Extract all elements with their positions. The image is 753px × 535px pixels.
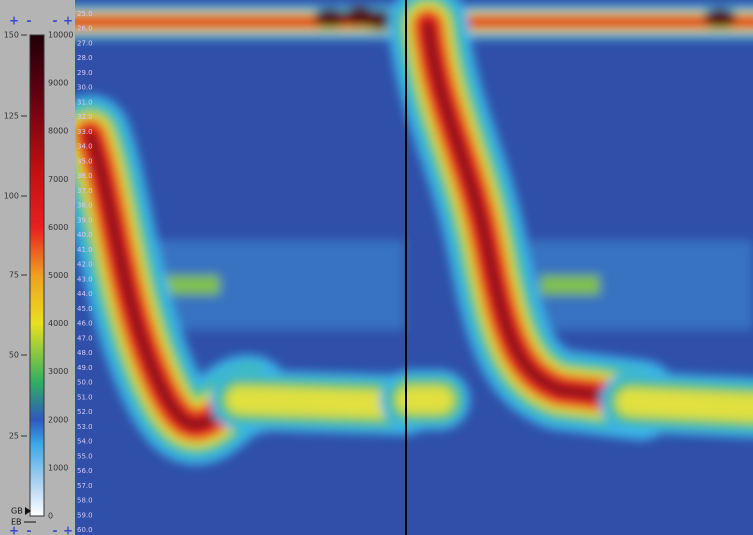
faint-band xyxy=(540,275,600,295)
sensor-label: 30.0 xyxy=(77,84,93,92)
color-tick-label: 7000 xyxy=(48,175,68,184)
sensor-label: 57.0 xyxy=(77,482,93,490)
sensor-label: 40.0 xyxy=(77,231,93,239)
zoom-control[interactable]: - xyxy=(27,524,32,535)
pressure-tick-label: 100 xyxy=(4,192,19,201)
sensor-label: 25.0 xyxy=(77,10,93,18)
sensor-label: 29.0 xyxy=(77,69,93,77)
color-tick-label: 1000 xyxy=(48,463,68,472)
sensor-label: 44.0 xyxy=(77,290,93,298)
sensor-label: 33.0 xyxy=(77,128,93,136)
sensor-label: 42.0 xyxy=(77,261,93,269)
color-tick-label: 4000 xyxy=(48,319,68,328)
zoom-control[interactable]: + xyxy=(63,14,73,28)
zoom-control[interactable]: + xyxy=(63,524,73,535)
zoom-control[interactable]: - xyxy=(27,14,32,28)
zoom-control[interactable]: + xyxy=(9,524,19,535)
sensor-label: 34.0 xyxy=(77,143,93,151)
sensor-label: 54.0 xyxy=(77,438,93,446)
sensor-label: 58.0 xyxy=(77,497,93,505)
sensor-label: 47.0 xyxy=(77,334,93,342)
color-tick-label: 10000 xyxy=(48,31,73,40)
color-bar xyxy=(30,35,44,516)
pressure-tick-label: 125 xyxy=(4,112,19,121)
sensor-label: 53.0 xyxy=(77,423,93,431)
sensor-label: 32.0 xyxy=(77,113,93,121)
sensor-label: 51.0 xyxy=(77,393,93,401)
pressure-tick-label: 150 xyxy=(4,31,19,40)
sensor-label: 35.0 xyxy=(77,157,93,165)
color-tick-label: 2000 xyxy=(48,415,68,424)
sensor-label: 52.0 xyxy=(77,408,93,416)
sensor-label: 38.0 xyxy=(77,202,93,210)
pressure-band xyxy=(630,402,753,408)
sensor-label: 45.0 xyxy=(77,305,93,313)
zoom-control[interactable]: - xyxy=(53,524,58,535)
color-tick-label: 5000 xyxy=(48,271,68,280)
sensor-label: 26.0 xyxy=(77,25,93,33)
sensor-label: 50.0 xyxy=(77,379,93,387)
color-tick-label: 8000 xyxy=(48,127,68,136)
pressure-spot xyxy=(314,8,346,28)
sensor-label: 46.0 xyxy=(77,320,93,328)
sensor-label: 48.0 xyxy=(77,349,93,357)
gb-marker: GB xyxy=(11,507,23,516)
color-tick-label: 3000 xyxy=(48,367,68,376)
zoom-control[interactable]: + xyxy=(9,14,19,28)
sensor-label: 43.0 xyxy=(77,275,93,283)
sensor-label: 31.0 xyxy=(77,98,93,106)
sensor-label: 28.0 xyxy=(77,54,93,62)
sensor-label: 60.0 xyxy=(77,526,93,534)
sensor-label: 49.0 xyxy=(77,364,93,372)
pressure-spot xyxy=(704,8,736,28)
sensor-label: 39.0 xyxy=(77,216,93,224)
sensor-label: 27.0 xyxy=(77,39,93,47)
sensor-label: 41.0 xyxy=(77,246,93,254)
color-tick-label: 9000 xyxy=(48,79,68,88)
color-tick-label: 0 xyxy=(48,512,53,521)
manometry-screen: 1501251007550251000090008000700060005000… xyxy=(0,0,753,535)
sensor-label: 59.0 xyxy=(77,511,93,519)
sensor-label: 56.0 xyxy=(77,467,93,475)
color-tick-label: 6000 xyxy=(48,223,68,232)
sensor-label: 36.0 xyxy=(77,172,93,180)
pressure-tick-label: 25 xyxy=(9,432,19,441)
zoom-control[interactable]: - xyxy=(53,14,58,28)
sensor-label: 55.0 xyxy=(77,452,93,460)
pressure-tick-label: 75 xyxy=(9,271,19,280)
pressure-tick-label: 50 xyxy=(9,351,19,360)
sensor-label: 37.0 xyxy=(77,187,93,195)
